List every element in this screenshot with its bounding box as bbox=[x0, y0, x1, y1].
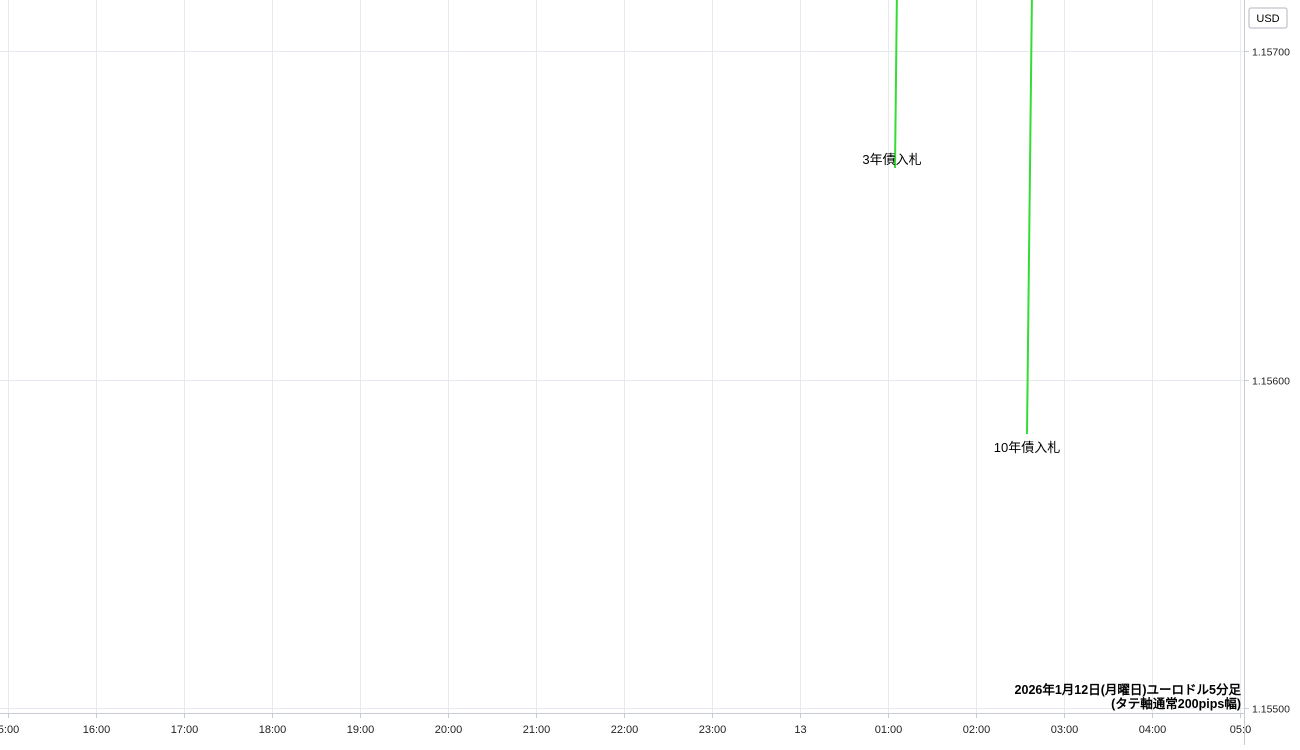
annotation-label-10y: 10年債入札 bbox=[994, 440, 1060, 455]
x-tick-label: 05:0 bbox=[1230, 724, 1251, 736]
x-tick-label: 23:00 bbox=[699, 724, 727, 736]
x-tick-label: 04:00 bbox=[1139, 724, 1167, 736]
x-tick-label: 13 bbox=[794, 724, 806, 736]
x-tick-label: 01:00 bbox=[875, 724, 903, 736]
x-tick-label: 18:00 bbox=[259, 724, 287, 736]
x-tick-label: 19:00 bbox=[347, 724, 375, 736]
annotation-label-3y: 3年債入札 bbox=[862, 152, 921, 167]
chart-caption-line2: (タテ軸通常200pips幅) bbox=[1111, 696, 1241, 711]
y-tick-label: 1.15600 bbox=[1252, 376, 1290, 388]
x-tick-label: 5:00 bbox=[0, 724, 19, 736]
currency-label: USD bbox=[1256, 13, 1279, 25]
x-tick-label: 21:00 bbox=[523, 724, 551, 736]
x-tick-label: 03:00 bbox=[1051, 724, 1079, 736]
y-tick-label: 1.15700 bbox=[1252, 47, 1290, 59]
x-tick-label: 22:00 bbox=[611, 724, 639, 736]
x-tick-label: 17:00 bbox=[171, 724, 199, 736]
x-tick-label: 02:00 bbox=[963, 724, 991, 736]
currency-badge bbox=[1248, 7, 1288, 29]
y-tick-label: 1.15500 bbox=[1252, 704, 1290, 716]
x-tick-label: 20:00 bbox=[435, 724, 463, 736]
x-tick-label: 16:00 bbox=[83, 724, 111, 736]
chart-caption-line1: 2026年1月12日(月曜日)ユーロドル5分足 bbox=[1015, 682, 1242, 697]
